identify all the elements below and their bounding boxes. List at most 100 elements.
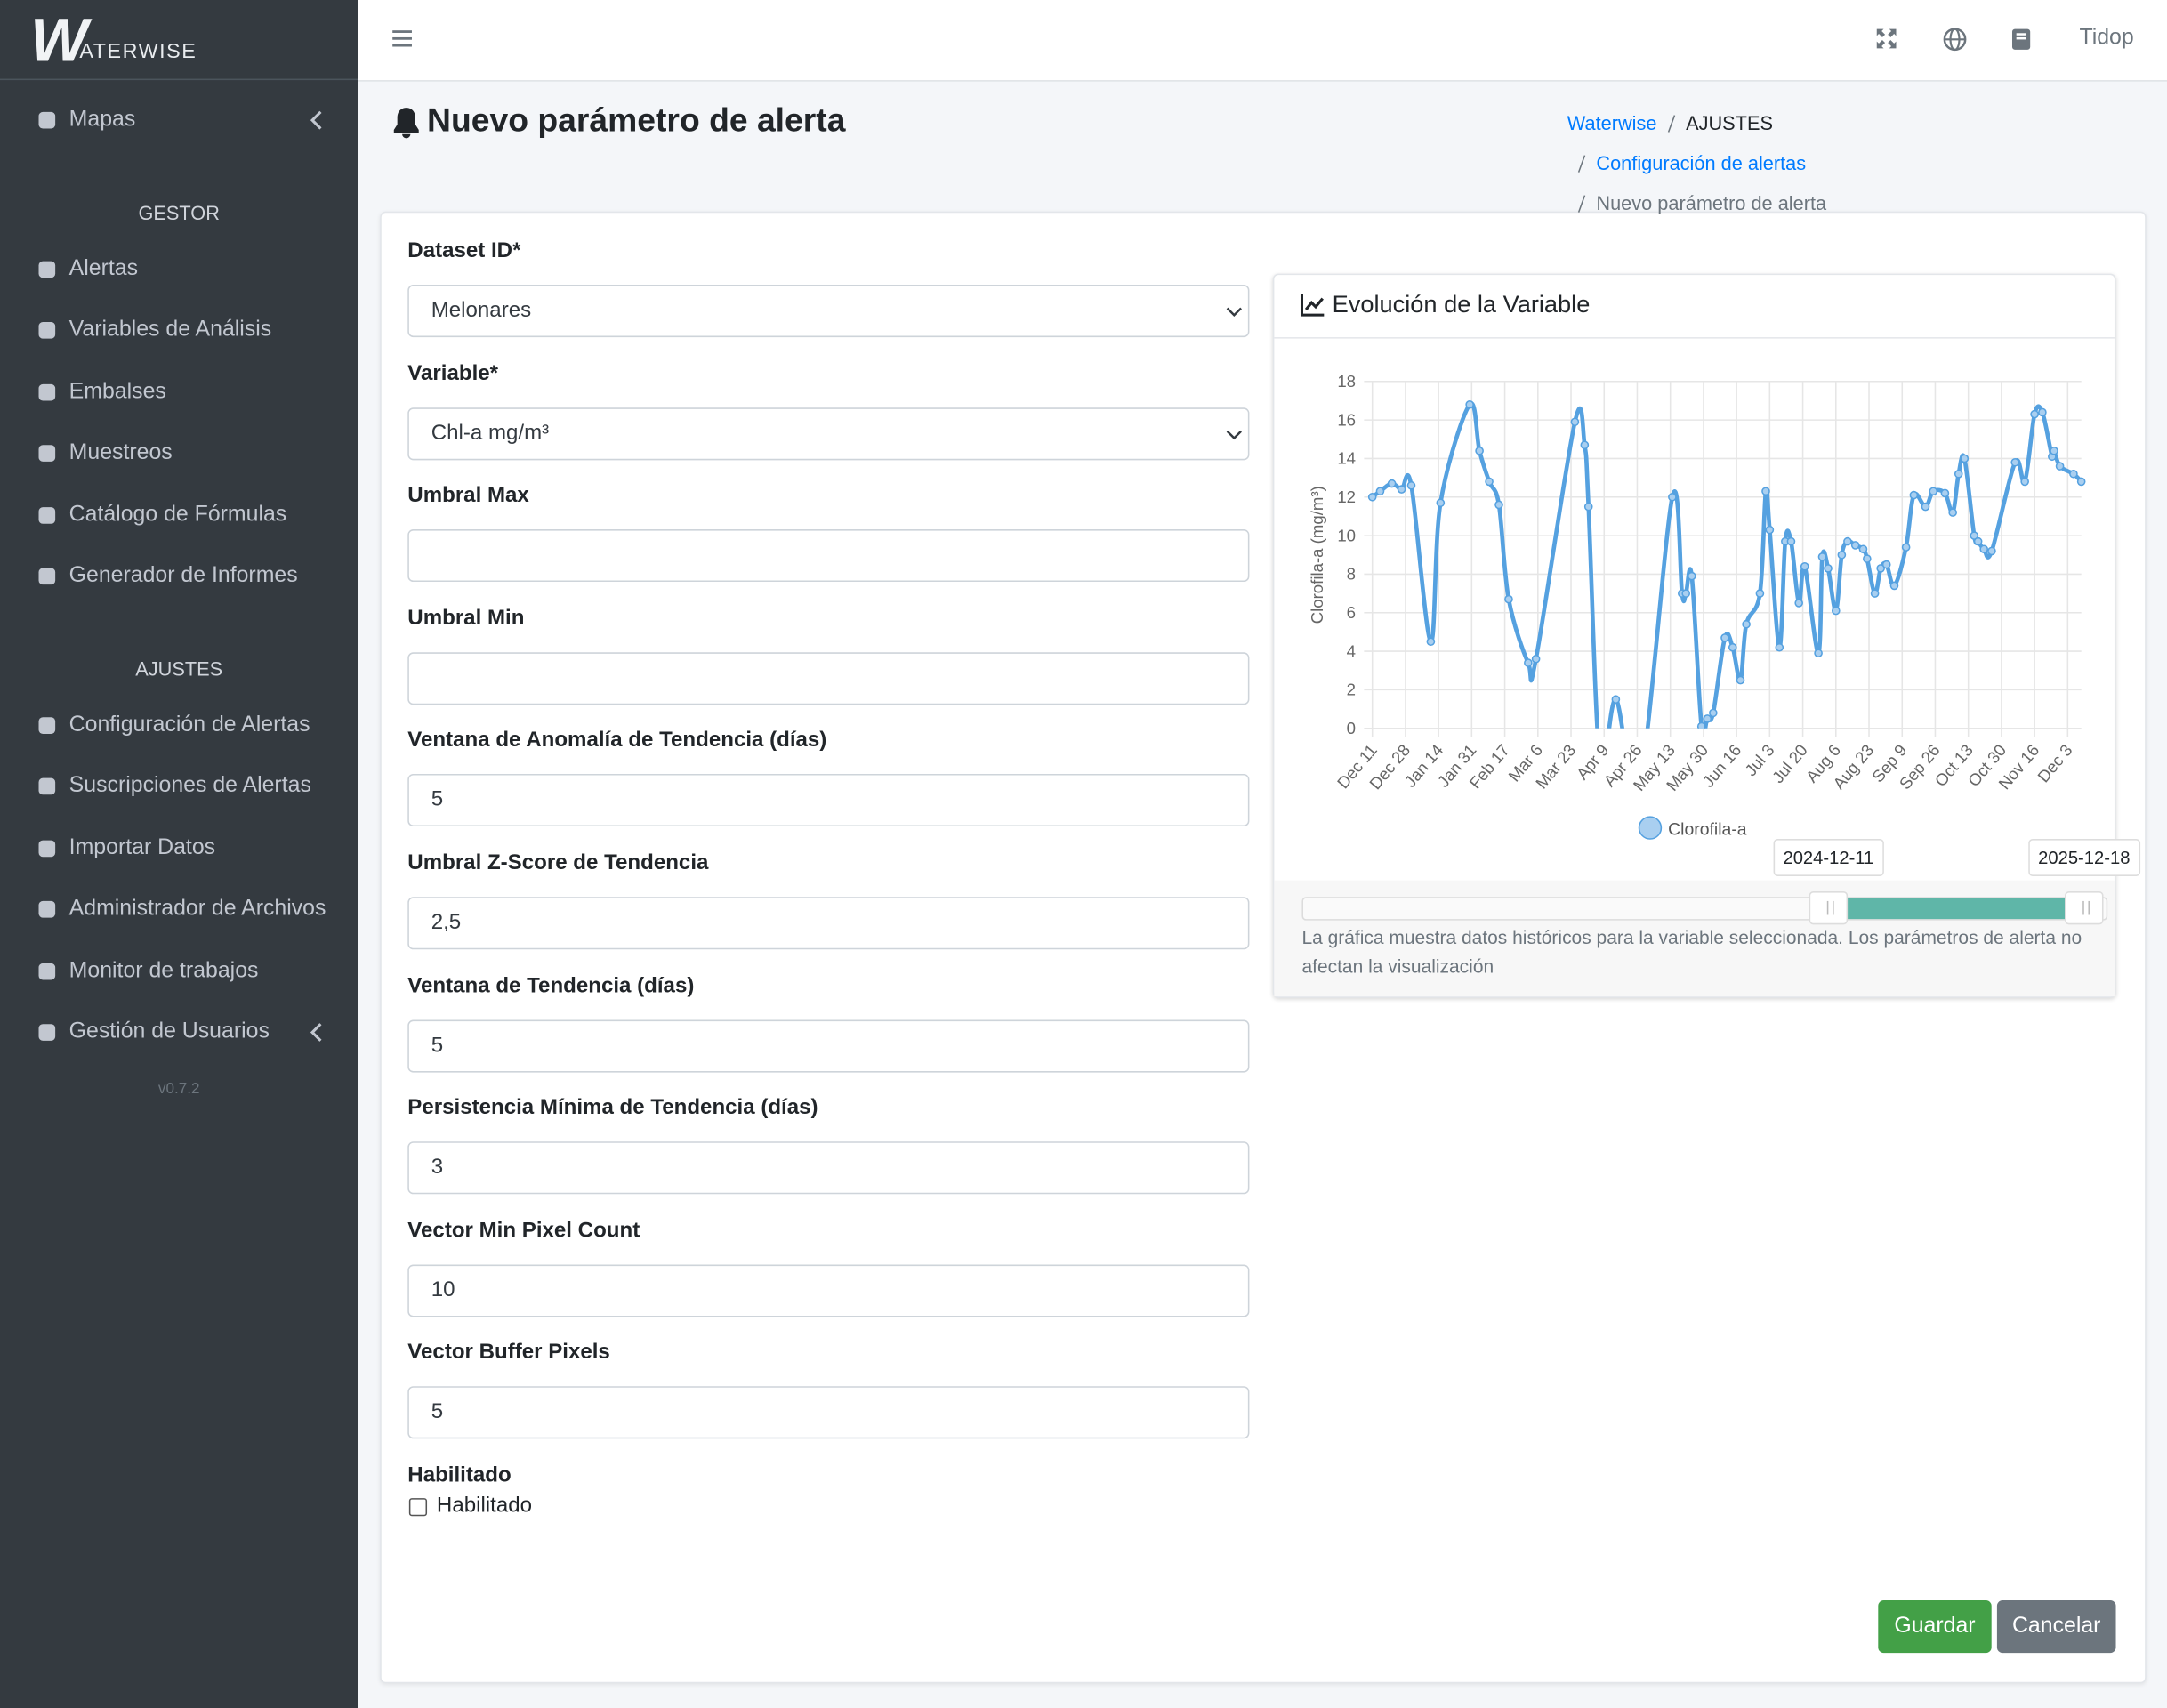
point <box>1570 417 1580 427</box>
field-label: Umbral Max <box>407 484 529 508</box>
breadcrumb-item: Nuevo parámetro de alerta <box>1567 189 1826 217</box>
point <box>1524 658 1533 667</box>
point <box>1814 649 1823 658</box>
icon-shape <box>38 261 56 278</box>
chevron-shape <box>310 1023 322 1042</box>
point <box>1843 536 1852 546</box>
button[interactable]: Cancelar <box>1996 1600 2116 1654</box>
legend-label: Clorofila-a <box>1668 819 1747 839</box>
breadcrumb-link[interactable]: Configuración de alertas <box>1596 151 1807 174</box>
breadcrumb-item: Waterwise <box>1567 109 1657 137</box>
field-value: Chl-a mg/m³ <box>431 421 550 445</box>
nav-icon <box>38 963 56 979</box>
checkbox[interactable] <box>408 1498 428 1517</box>
point <box>1611 695 1621 705</box>
point <box>1954 469 1963 479</box>
nav-icon <box>38 111 56 129</box>
point <box>1979 544 1989 554</box>
field-value: 5 <box>431 1400 444 1424</box>
logo-initial: W <box>30 6 88 75</box>
y-tick-label: 8 <box>1347 565 1356 584</box>
nav-label: Generador de Informes <box>68 563 298 588</box>
logo-text: ATERWISE <box>79 40 197 64</box>
point <box>1728 642 1737 652</box>
field-label: Persistencia Mínima de Tendencia (días) <box>407 1096 818 1120</box>
menu-toggle[interactable] <box>391 28 414 50</box>
fullscreen-icon[interactable] <box>1875 28 1897 50</box>
point <box>2069 469 2078 479</box>
icon-shape <box>38 963 56 979</box>
point <box>1531 654 1541 664</box>
point <box>1406 480 1416 490</box>
select[interactable]: Melonares <box>407 285 1250 338</box>
point <box>1876 564 1885 573</box>
chart-icon <box>1300 294 1325 317</box>
y-tick-label: 14 <box>1337 449 1356 468</box>
text-input[interactable]: 3 <box>407 1141 1250 1195</box>
y-tick-label: 10 <box>1337 526 1356 544</box>
nav-item[interactable]: Variables de Análisis <box>36 310 272 352</box>
text-input[interactable]: 2,5 <box>407 897 1250 950</box>
nav-item[interactable]: Alertas <box>36 249 138 291</box>
text-input[interactable]: 5 <box>407 774 1250 827</box>
point <box>1817 552 1827 561</box>
range-handle[interactable] <box>2065 891 2104 925</box>
text-input[interactable]: 10 <box>407 1264 1250 1317</box>
point <box>1921 502 1930 512</box>
breadcrumb-link[interactable]: Waterwise <box>1567 111 1657 134</box>
text-input[interactable] <box>407 651 1250 705</box>
card-divider <box>1274 337 2115 339</box>
language-icon[interactable] <box>1943 28 1967 52</box>
y-tick-label: 6 <box>1347 603 1356 622</box>
nav-item[interactable]: Configuración de Alertas <box>36 705 310 746</box>
series <box>1367 399 2086 729</box>
field-label: Vector Min Pixel Count <box>407 1218 640 1243</box>
nav-item[interactable]: Embalses <box>36 372 166 414</box>
range-handle[interactable] <box>1809 891 1849 925</box>
nav-item[interactable]: Mapas <box>36 100 136 141</box>
nav-label: Embalses <box>68 379 166 404</box>
select[interactable]: Chl-a mg/m³ <box>407 407 1250 460</box>
field-value: 5 <box>431 788 444 812</box>
point <box>1863 554 1872 563</box>
point <box>1901 543 1911 552</box>
point <box>1850 541 1860 550</box>
nav-item[interactable]: Generador de Informes <box>36 556 298 598</box>
nav-item[interactable]: Administrador de Archivos <box>36 889 326 931</box>
nav-label: Administrador de Archivos <box>68 897 326 921</box>
text-input[interactable]: 5 <box>407 1386 1250 1439</box>
nav-item[interactable]: Muestreos <box>36 433 173 475</box>
nav-item[interactable]: Catálogo de Fórmulas <box>36 495 287 536</box>
nav-item[interactable]: Monitor de trabajos <box>36 950 259 992</box>
nav-icon <box>38 901 56 918</box>
checkbox-label[interactable]: Habilitado <box>436 1494 533 1518</box>
arrow-shape <box>1226 430 1242 439</box>
field-value: 5 <box>431 1033 444 1057</box>
icon-shape <box>38 111 56 129</box>
icon-shape <box>38 506 56 524</box>
field-label: Variable* <box>407 361 499 385</box>
point <box>1929 487 1938 496</box>
chevron-shape <box>310 110 322 130</box>
text-input[interactable]: 5 <box>407 1019 1250 1072</box>
point <box>1775 642 1784 652</box>
point <box>2020 477 2029 487</box>
docs-icon[interactable] <box>2010 28 2031 51</box>
nav-item[interactable]: Importar Datos <box>36 827 215 869</box>
nav-item[interactable]: Gestión de Usuarios <box>36 1011 270 1053</box>
field-value: 2,5 <box>431 910 462 935</box>
button[interactable]: Guardar <box>1878 1600 1992 1654</box>
text-input[interactable] <box>407 529 1250 583</box>
breadcrumb-item: AJUSTES <box>1656 109 1773 137</box>
x-tick-label: Jul 20 <box>1768 741 1811 787</box>
user-name[interactable]: Tidop <box>2079 26 2134 50</box>
point <box>1794 599 1804 608</box>
nav-item[interactable]: Suscripciones de Alertas <box>36 766 311 808</box>
point <box>1987 546 1996 556</box>
point <box>1485 477 1494 487</box>
point <box>1465 399 1474 409</box>
point <box>1504 594 1513 604</box>
point <box>1765 525 1775 535</box>
field-label: Dataset ID* <box>407 238 521 263</box>
nav-icon <box>38 840 56 857</box>
